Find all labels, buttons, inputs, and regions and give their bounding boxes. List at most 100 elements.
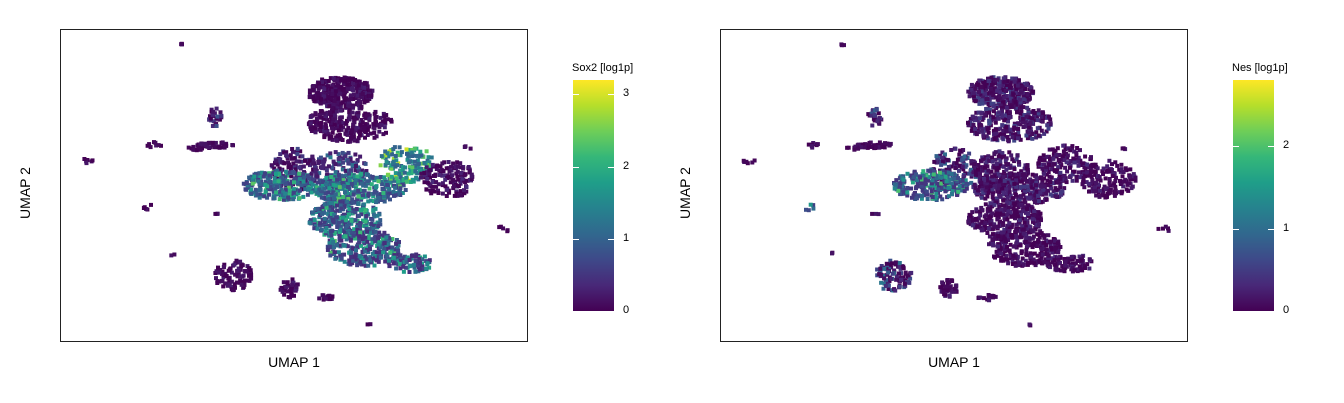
- cell-point: [383, 259, 388, 264]
- cell-point: [984, 160, 989, 165]
- cell-point: [974, 129, 979, 134]
- cell-point: [990, 232, 995, 237]
- cell-point: [983, 202, 988, 207]
- cell-point: [362, 126, 367, 130]
- cell-point: [332, 175, 337, 180]
- cell-point: [1024, 83, 1029, 87]
- cell-point: [343, 168, 348, 173]
- cell-point: [356, 103, 361, 108]
- cell-point: [940, 168, 945, 173]
- cell-point: [330, 237, 335, 242]
- cell-point: [1027, 243, 1032, 248]
- cell-point: [346, 101, 351, 105]
- cell-point: [459, 171, 464, 175]
- cell-point: [970, 172, 975, 177]
- cell-point: [1014, 126, 1018, 131]
- cell-point: [338, 203, 343, 207]
- cell-point: [979, 123, 984, 128]
- cell-point: [367, 91, 372, 96]
- cell-point: [402, 260, 407, 265]
- cell-point: [333, 105, 338, 110]
- cell-point: [999, 256, 1004, 261]
- cell-point: [1012, 181, 1017, 186]
- cell-point: [277, 171, 282, 176]
- cell-point: [340, 174, 345, 179]
- cell-point: [400, 191, 405, 195]
- cell-point: [1001, 212, 1006, 217]
- cell-point: [330, 126, 335, 131]
- cell-point: [430, 162, 435, 167]
- cell-point: [994, 161, 999, 166]
- cell-point: [342, 204, 347, 209]
- cell-point: [974, 190, 979, 195]
- cell-point: [413, 269, 418, 274]
- cell-point: [274, 182, 279, 187]
- cell-point: [930, 178, 935, 183]
- cell-point: [1003, 239, 1008, 244]
- cell-point: [1051, 156, 1056, 161]
- cell-point: [1015, 109, 1020, 114]
- cell-point: [360, 250, 365, 254]
- cell-point: [349, 168, 354, 173]
- cell-point: [1007, 229, 1012, 233]
- cell-point: [394, 158, 399, 163]
- cell-point: [454, 191, 459, 196]
- cell-point: [321, 84, 326, 89]
- cell-point: [991, 177, 996, 182]
- cell-point: [284, 284, 289, 289]
- cell-point: [451, 161, 456, 166]
- cell-point: [329, 211, 334, 216]
- cell-point: [394, 173, 399, 178]
- cell-point: [315, 190, 320, 195]
- cell-point: [980, 155, 985, 160]
- cell-point: [360, 237, 365, 241]
- cell-point: [385, 253, 390, 258]
- cell-point: [333, 93, 338, 98]
- cell-point: [359, 197, 364, 202]
- cell-point: [401, 178, 406, 182]
- cell-point: [1020, 224, 1025, 229]
- cell-point: [217, 117, 222, 122]
- cell-point: [208, 114, 212, 119]
- cell-point: [993, 181, 998, 186]
- cell-point: [350, 129, 355, 134]
- cell-point: [313, 130, 318, 135]
- cell-point: [223, 281, 228, 286]
- cell-point: [993, 127, 998, 132]
- cell-point: [974, 209, 979, 214]
- cell-point: [249, 174, 254, 179]
- cell-point: [362, 100, 367, 105]
- cell-point: [1058, 260, 1062, 265]
- cell-point: [290, 277, 295, 282]
- cell-point: [981, 134, 986, 139]
- cell-point: [1021, 105, 1026, 110]
- cell-point: [437, 168, 442, 173]
- cell-point: [1000, 80, 1005, 85]
- cell-point: [288, 289, 293, 294]
- cell-point: [378, 163, 383, 168]
- cell-point: [1022, 113, 1027, 117]
- cell-point: [946, 179, 951, 184]
- cell-point: [948, 177, 953, 182]
- cell-point: [435, 163, 440, 168]
- cell-point: [373, 122, 378, 127]
- cell-point: [983, 112, 988, 117]
- cell-point: [1016, 78, 1021, 83]
- cell-point: [1013, 83, 1018, 88]
- cell-point: [1009, 180, 1014, 185]
- cell-point: [998, 211, 1003, 216]
- cell-point: [955, 179, 960, 184]
- cell-point: [980, 93, 985, 98]
- cell-point: [328, 151, 333, 156]
- cell-point: [923, 177, 928, 182]
- cell-point: [376, 224, 381, 228]
- cell-point: [954, 163, 959, 168]
- cell-point: [931, 170, 936, 175]
- cell-point: [286, 165, 291, 170]
- cell-point: [322, 157, 327, 162]
- cell-point: [990, 174, 995, 179]
- cell-point: [360, 95, 365, 100]
- cell-point: [275, 168, 280, 173]
- cell-point: [324, 80, 329, 85]
